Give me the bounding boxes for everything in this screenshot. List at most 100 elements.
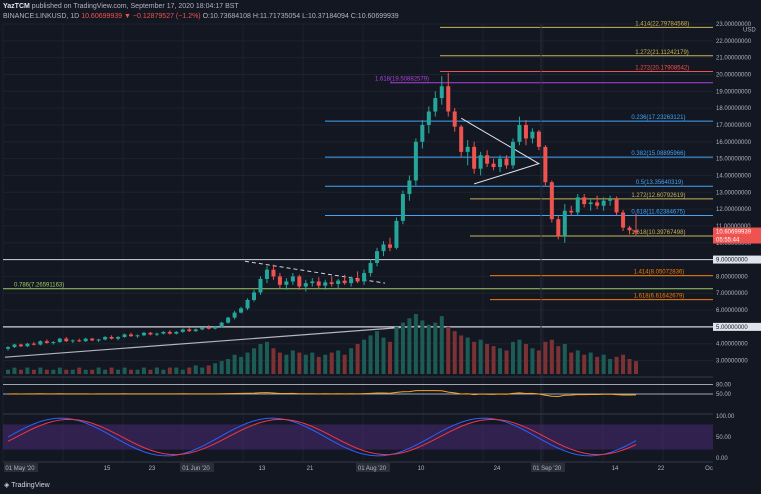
candle-body <box>180 329 185 332</box>
volume-bar <box>485 344 490 374</box>
time-tick: 22 <box>658 466 665 472</box>
candle-body <box>57 338 62 343</box>
volume-bar <box>129 369 134 374</box>
last-price-text: 10.60699939 <box>716 230 752 236</box>
fib-label: 1.618(10.39767498) <box>631 230 685 236</box>
fib-label: 0.5(13.35640319) <box>636 180 683 186</box>
time-tick: 15 <box>104 466 111 472</box>
ascending-trendline <box>4 325 421 358</box>
volume-bar <box>154 367 159 374</box>
volume-bar <box>549 339 554 374</box>
symbol-label: BINANCE:LINKUSD, 1D <box>3 13 80 20</box>
price-tick: 10.00000000 <box>716 241 752 247</box>
volume-bars <box>6 314 638 374</box>
candle-body <box>433 98 438 112</box>
volume-bar <box>148 369 153 374</box>
volume-bar <box>187 367 192 374</box>
candle-body <box>368 262 373 274</box>
candle-body <box>141 332 146 336</box>
price-tick: 20.00000000 <box>716 72 752 78</box>
volume-bar <box>90 369 95 374</box>
volume-bar <box>303 354 308 374</box>
volume-bar <box>465 337 470 374</box>
candle-body <box>485 155 490 164</box>
candle-body <box>83 338 88 342</box>
price-tick: 4.00000000 <box>716 342 748 348</box>
volume-bar <box>25 367 30 374</box>
volume-bar <box>77 367 82 374</box>
candle-body <box>582 197 587 205</box>
volume-bar <box>297 352 302 374</box>
stoch-rsi-pane: 100.00 50.00 0.00 <box>3 413 735 462</box>
volume-bar <box>213 363 218 374</box>
candle-body <box>349 278 354 284</box>
volume-bar <box>174 367 179 374</box>
price-tick: 3.00000000 <box>716 359 748 365</box>
volume-bar <box>206 365 211 374</box>
candle-body <box>96 339 101 341</box>
price-tick: 19.00000000 <box>716 89 752 95</box>
volume-bar <box>504 350 509 374</box>
time-tick: 01 Sep '20 <box>533 466 562 472</box>
volume-bar <box>323 354 328 374</box>
candle-body <box>329 282 334 284</box>
time-axis: 01 May '20 15 23 01 Jun '20 13 21 01 Aug '20 10… <box>3 461 713 472</box>
volume-bar <box>387 341 392 374</box>
change-value: ▼ −0.12879527 (−1.2%) <box>124 13 201 20</box>
volume-bar <box>141 367 146 374</box>
trend-drawings <box>4 117 541 358</box>
candle-body <box>258 278 263 293</box>
candle-body <box>614 199 619 213</box>
time-tick: 14 <box>612 466 619 472</box>
candle-body <box>556 219 561 237</box>
fib-label: 0.382(15.08895966) <box>631 151 685 157</box>
volume-bar <box>64 369 69 374</box>
candle-body <box>116 336 121 339</box>
time-tick: Oc <box>705 466 713 472</box>
volume-bar <box>342 354 347 374</box>
candle-body <box>38 341 43 345</box>
price-tick: 7.00000000 <box>716 291 748 297</box>
candle-body <box>264 269 269 279</box>
last-price-tag <box>713 227 761 244</box>
candle-body <box>595 202 600 206</box>
brand-label: TradingView <box>11 482 50 489</box>
volume-bar <box>394 326 399 374</box>
volume-bar <box>180 369 185 374</box>
stoch-tick: 0.00 <box>716 456 728 462</box>
candle-body <box>342 280 347 284</box>
price-tick: 6.00000000 <box>716 308 748 314</box>
volume-bar <box>595 356 600 374</box>
candle-body <box>634 230 638 233</box>
candle-body <box>562 210 567 237</box>
volume-bar <box>536 350 541 374</box>
volume-bar <box>562 344 567 374</box>
volume-bar <box>200 367 205 374</box>
volume-bar <box>543 341 548 374</box>
volume-bar <box>258 344 263 374</box>
volume-bar <box>491 346 496 374</box>
level-tag-5 <box>713 322 761 331</box>
candle-body <box>154 333 159 335</box>
candle-body <box>135 335 140 337</box>
price-tick: 8.00000000 <box>716 274 748 280</box>
volume-bar <box>556 346 561 374</box>
volume-bar <box>588 352 593 374</box>
candle-body <box>478 155 483 169</box>
volume-bar <box>601 354 606 374</box>
candle-body <box>219 322 224 327</box>
candle-body <box>290 276 295 282</box>
author-name: YazTCM <box>3 3 30 10</box>
time-tag-bg <box>180 463 214 472</box>
volume-bar <box>452 331 457 374</box>
volume-bar <box>135 369 140 374</box>
candle-body <box>439 86 444 99</box>
volume-bar <box>290 350 295 374</box>
volume-bar <box>18 369 23 374</box>
price-tick: 11.00000000 <box>716 224 751 230</box>
rsi-line <box>7 390 637 398</box>
volume-bar <box>433 322 438 374</box>
volume-bar <box>12 367 17 374</box>
time-tag-bg <box>356 463 390 472</box>
